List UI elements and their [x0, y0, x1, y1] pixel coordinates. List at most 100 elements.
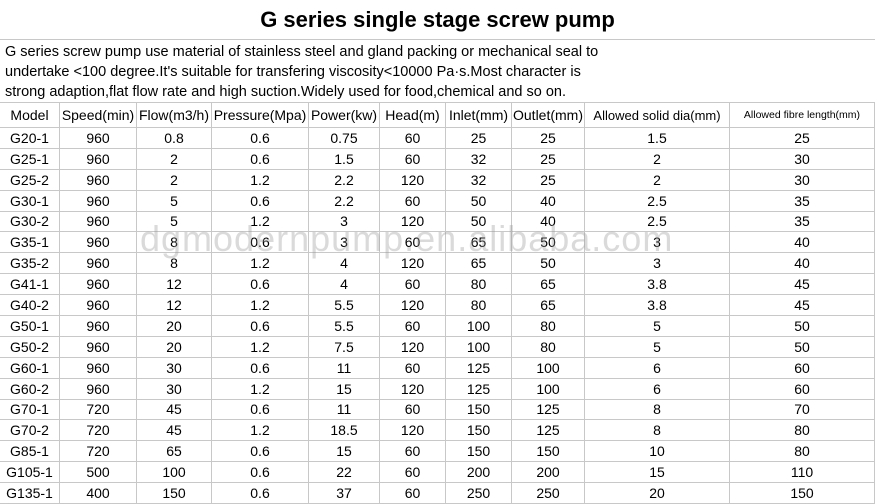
value-cell: 250 — [446, 483, 512, 504]
value-cell: 50 — [730, 316, 875, 337]
value-cell: 45 — [137, 420, 212, 442]
value-cell: 70 — [730, 399, 875, 421]
description-line: G series screw pump use material of stai… — [5, 44, 599, 60]
value-cell: 0.6 — [212, 148, 309, 170]
value-cell: 45 — [730, 274, 875, 296]
value-cell: 3.8 — [585, 295, 730, 316]
model-cell: G35-1 — [0, 232, 60, 254]
value-cell: 65 — [512, 295, 585, 316]
value-cell: 60 — [380, 232, 446, 254]
value-cell: 1.2 — [212, 378, 309, 400]
value-cell: 40 — [512, 211, 585, 233]
value-cell: 100 — [137, 462, 212, 484]
value-cell: 6 — [585, 357, 730, 379]
value-cell: 120 — [380, 253, 446, 275]
value-cell: 1.5 — [309, 148, 380, 170]
value-cell: 0.6 — [212, 128, 309, 149]
description-line: strong adaption,flat flow rate and high … — [5, 84, 566, 100]
value-cell: 120 — [380, 420, 446, 442]
value-cell: 0.6 — [212, 274, 309, 296]
value-cell: 60 — [380, 399, 446, 421]
description: G series screw pump use material of stai… — [0, 40, 875, 103]
value-cell: 22 — [309, 462, 380, 484]
value-cell: 2.5 — [585, 211, 730, 233]
value-cell: 30 — [137, 357, 212, 379]
value-cell: 60 — [380, 483, 446, 504]
value-cell: 45 — [137, 399, 212, 421]
value-cell: 120 — [380, 211, 446, 233]
value-cell: 100 — [446, 316, 512, 337]
value-cell: 30 — [137, 378, 212, 400]
value-cell: 25 — [730, 128, 875, 149]
description-line: undertake <100 degree.It's suitable for … — [5, 64, 581, 80]
value-cell: 3 — [309, 211, 380, 233]
value-cell: 960 — [60, 378, 137, 400]
value-cell: 25 — [512, 128, 585, 149]
value-cell: 2.5 — [585, 190, 730, 212]
value-cell: 30 — [730, 169, 875, 191]
value-cell: 60 — [730, 378, 875, 400]
value-cell: 720 — [60, 441, 137, 463]
model-cell: G20-1 — [0, 128, 60, 149]
value-cell: 80 — [730, 441, 875, 463]
value-cell: 15 — [309, 441, 380, 463]
value-cell: 0.6 — [212, 441, 309, 463]
value-cell: 150 — [512, 441, 585, 463]
header-cell: Model — [0, 103, 60, 128]
value-cell: 60 — [380, 316, 446, 337]
value-cell: 60 — [380, 148, 446, 170]
header-cell: Flow(m3/h) — [137, 103, 212, 128]
value-cell: 5 — [585, 336, 730, 358]
value-cell: 5.5 — [309, 295, 380, 316]
value-cell: 125 — [446, 357, 512, 379]
model-cell: G70-2 — [0, 420, 60, 442]
value-cell: 60 — [380, 190, 446, 212]
value-cell: 20 — [137, 336, 212, 358]
value-cell: 100 — [512, 378, 585, 400]
value-cell: 40 — [512, 190, 585, 212]
value-cell: 4 — [309, 274, 380, 296]
model-cell: G60-1 — [0, 357, 60, 379]
model-cell: G105-1 — [0, 462, 60, 484]
value-cell: 2.2 — [309, 190, 380, 212]
value-cell: 0.6 — [212, 232, 309, 254]
value-cell: 11 — [309, 357, 380, 379]
value-cell: 3 — [585, 253, 730, 275]
value-cell: 120 — [380, 336, 446, 358]
value-cell: 720 — [60, 420, 137, 442]
header-cell: Pressure(Mpa) — [212, 103, 309, 128]
value-cell: 100 — [446, 336, 512, 358]
value-cell: 50 — [512, 253, 585, 275]
value-cell: 125 — [512, 399, 585, 421]
value-cell: 20 — [585, 483, 730, 504]
value-cell: 25 — [446, 128, 512, 149]
header-cell: Outlet(mm) — [512, 103, 585, 128]
value-cell: 25 — [512, 169, 585, 191]
header-cell: Head(m) — [380, 103, 446, 128]
value-cell: 150 — [446, 441, 512, 463]
value-cell: 8 — [585, 399, 730, 421]
model-cell: G60-2 — [0, 378, 60, 400]
header-cell: Power(kw) — [309, 103, 380, 128]
value-cell: 960 — [60, 253, 137, 275]
value-cell: 60 — [380, 128, 446, 149]
value-cell: 25 — [512, 148, 585, 170]
model-cell: G50-1 — [0, 316, 60, 337]
model-cell: G35-2 — [0, 253, 60, 275]
value-cell: 0.6 — [212, 190, 309, 212]
value-cell: 8 — [137, 232, 212, 254]
value-cell: 60 — [380, 357, 446, 379]
model-cell: G40-2 — [0, 295, 60, 316]
value-cell: 32 — [446, 169, 512, 191]
value-cell: 5 — [137, 190, 212, 212]
value-cell: 250 — [512, 483, 585, 504]
value-cell: 60 — [730, 357, 875, 379]
value-cell: 1.2 — [212, 336, 309, 358]
value-cell: 960 — [60, 211, 137, 233]
value-cell: 1.2 — [212, 211, 309, 233]
value-cell: 1.2 — [212, 253, 309, 275]
value-cell: 2 — [137, 169, 212, 191]
value-cell: 65 — [137, 441, 212, 463]
value-cell: 10 — [585, 441, 730, 463]
model-cell: G135-1 — [0, 483, 60, 504]
